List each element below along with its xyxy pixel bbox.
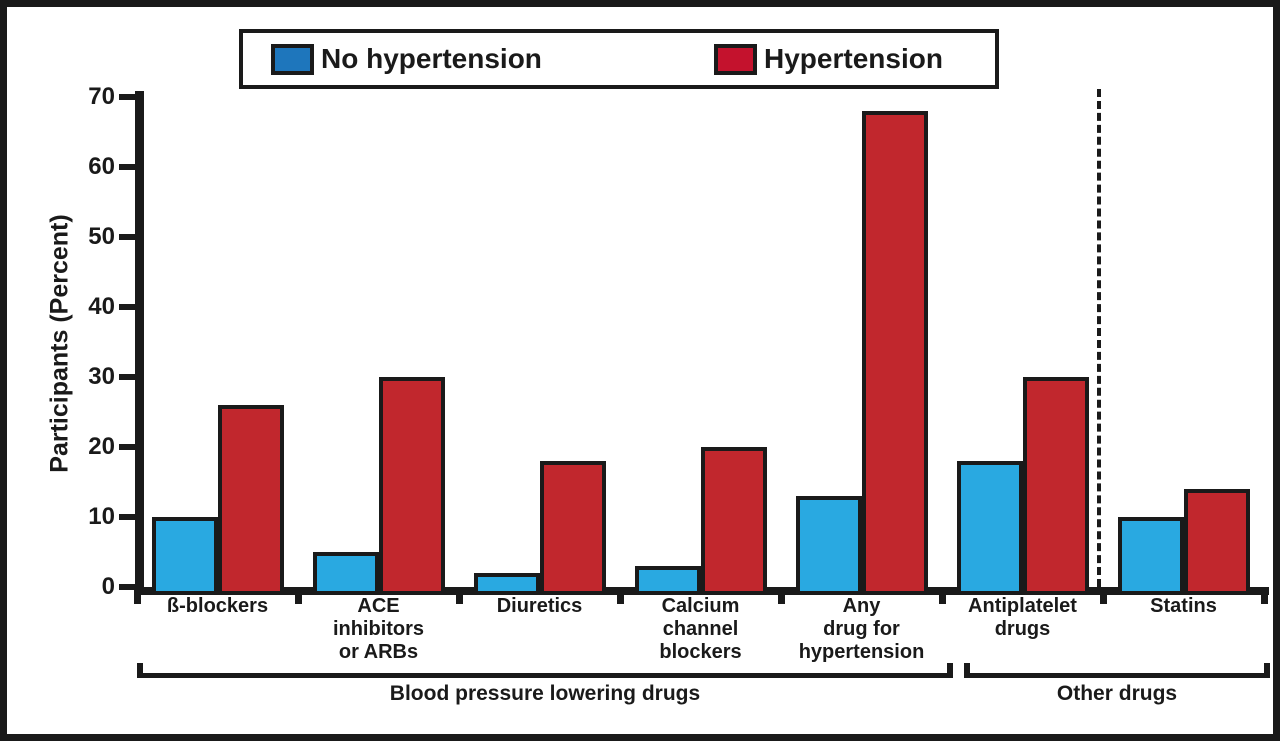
- y-tick-mark: [119, 94, 136, 100]
- category-label: Diuretics: [496, 595, 583, 617]
- y-tick-label: 0: [101, 573, 115, 600]
- bracket-blood-pressure-drugs: [137, 663, 953, 678]
- category-label: Antiplatelet drugs: [968, 595, 1077, 640]
- y-tick-label: 60: [88, 153, 115, 180]
- legend-swatch-blue: [271, 43, 314, 75]
- bar-hypertension: [217, 405, 284, 591]
- bar-no-hypertension: [1117, 517, 1184, 591]
- y-tick-mark: [119, 164, 136, 170]
- x-tick-mark: [295, 587, 302, 604]
- y-tick-mark: [119, 304, 136, 310]
- bar-no-hypertension: [795, 496, 862, 591]
- bar-no-hypertension: [634, 566, 701, 591]
- category-label: ß-blockers: [166, 595, 269, 617]
- x-tick-mark: [1100, 587, 1107, 604]
- bar-hypertension: [539, 461, 606, 591]
- legend-label: No hypertension: [321, 43, 542, 74]
- group-separator-dashed-line: [1097, 89, 1101, 587]
- y-tick-label: 20: [88, 433, 115, 460]
- bar-no-hypertension: [956, 461, 1023, 591]
- x-axis-line: [135, 587, 1269, 595]
- bar-hypertension: [1183, 489, 1250, 591]
- category-label: Calcium channel blockers: [659, 595, 742, 663]
- x-tick-mark: [617, 587, 624, 604]
- bar-hypertension: [861, 111, 928, 591]
- x-tick-mark: [456, 587, 463, 604]
- legend: No hypertension Hypertension: [239, 29, 999, 89]
- y-tick-label: 10: [88, 503, 115, 530]
- y-tick-label: 70: [88, 83, 115, 110]
- bar-hypertension: [700, 447, 767, 591]
- legend-item-hypertension: Hypertension: [714, 33, 943, 85]
- bar-no-hypertension: [473, 573, 540, 591]
- category-label: ACE inhibitors or ARBs: [332, 595, 425, 663]
- y-axis-line: [135, 91, 144, 595]
- legend-swatch-red: [714, 43, 757, 75]
- bracket-label-other-drugs: Other drugs: [1056, 682, 1178, 705]
- y-tick-mark: [119, 584, 136, 590]
- y-tick-mark: [119, 234, 136, 240]
- chart-canvas: Participants (Percent) 0 10 20 30 40 50 60 70 ß…: [7, 7, 1273, 734]
- bracket-other-drugs: [964, 663, 1270, 678]
- y-tick-label: 40: [88, 293, 115, 320]
- bar-no-hypertension: [312, 552, 379, 591]
- y-tick-mark: [119, 514, 136, 520]
- y-tick-mark: [119, 444, 136, 450]
- x-tick-mark: [134, 587, 141, 604]
- y-tick-label: 50: [88, 223, 115, 250]
- legend-item-no-hypertension: No hypertension: [271, 33, 542, 85]
- legend-label: Hypertension: [764, 43, 943, 74]
- category-label: Statins: [1150, 595, 1217, 617]
- y-tick-label: 30: [88, 363, 115, 390]
- x-tick-mark: [939, 587, 946, 604]
- x-tick-mark: [1261, 587, 1268, 604]
- bar-hypertension: [1022, 377, 1089, 591]
- bracket-label-blood-pressure-drugs: Blood pressure lowering drugs: [389, 682, 701, 705]
- bar-hypertension: [378, 377, 445, 591]
- x-tick-mark: [778, 587, 785, 604]
- bar-no-hypertension: [151, 517, 218, 591]
- y-tick-mark: [119, 374, 136, 380]
- category-label: Any drug for hypertension: [798, 595, 925, 663]
